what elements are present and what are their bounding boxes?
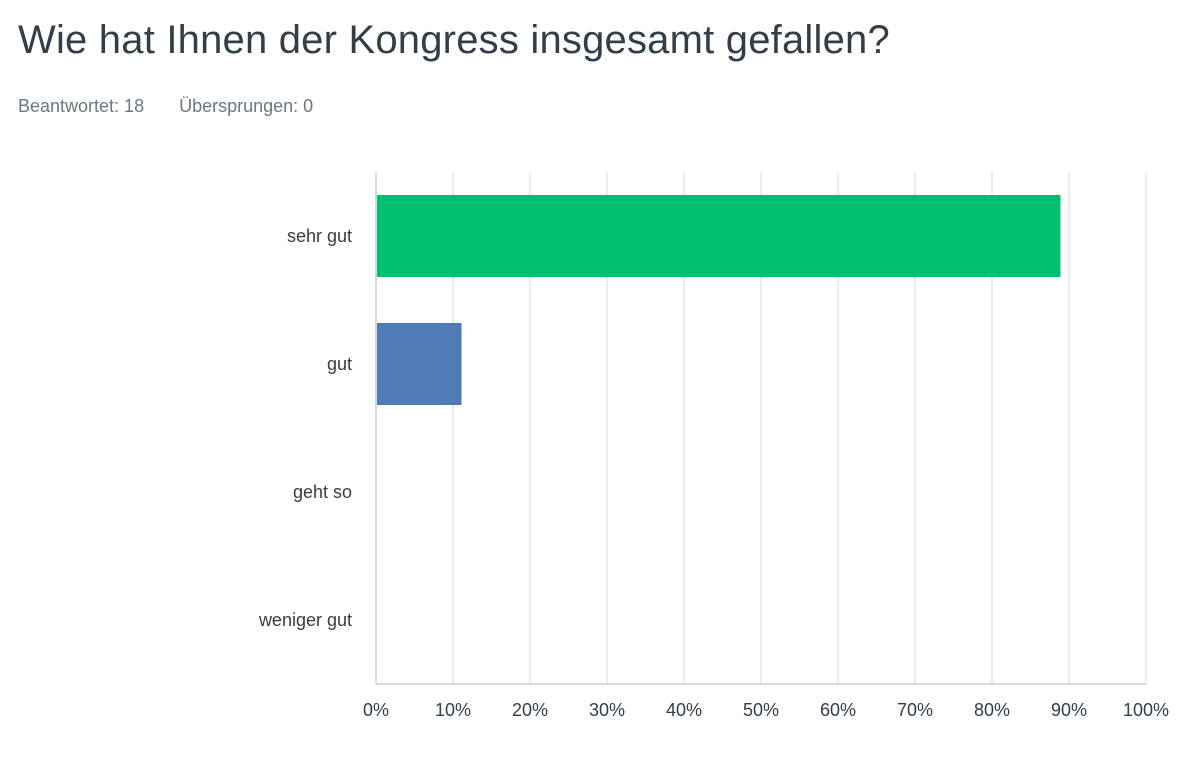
x-tick-label: 80% [974,700,1010,720]
question-title: Wie hat Ihnen der Kongress insgesamt gef… [18,18,890,62]
x-tick-label: 90% [1051,700,1087,720]
bar [377,323,462,405]
skipped-count: Übersprungen: 0 [179,96,314,116]
response-stats: Beantwortet: 18 Übersprungen: 0 [18,96,343,117]
answered-count: Beantwortet: 18 [18,96,145,116]
category-label: geht so [293,482,352,502]
x-tick-label: 50% [743,700,779,720]
category-label: gut [327,354,352,374]
bar [377,195,1061,277]
x-tick-label: 30% [589,700,625,720]
x-tick-label: 20% [512,700,548,720]
chart-labels: 0% 10% 20% 30% 40% 50% 60% 70% 80% 90% 100% sehr gu… [258,226,1169,720]
x-tick-label: 10% [435,700,471,720]
x-tick-label: 100% [1123,700,1169,720]
x-tick-label: 40% [666,700,702,720]
chart-axes [375,172,1146,685]
chart-bars [377,195,1061,405]
x-tick-label: 70% [897,700,933,720]
x-tick-label: 0% [363,700,389,720]
category-label: weniger gut [258,610,352,630]
x-tick-label: 60% [820,700,856,720]
category-label: sehr gut [287,226,352,246]
